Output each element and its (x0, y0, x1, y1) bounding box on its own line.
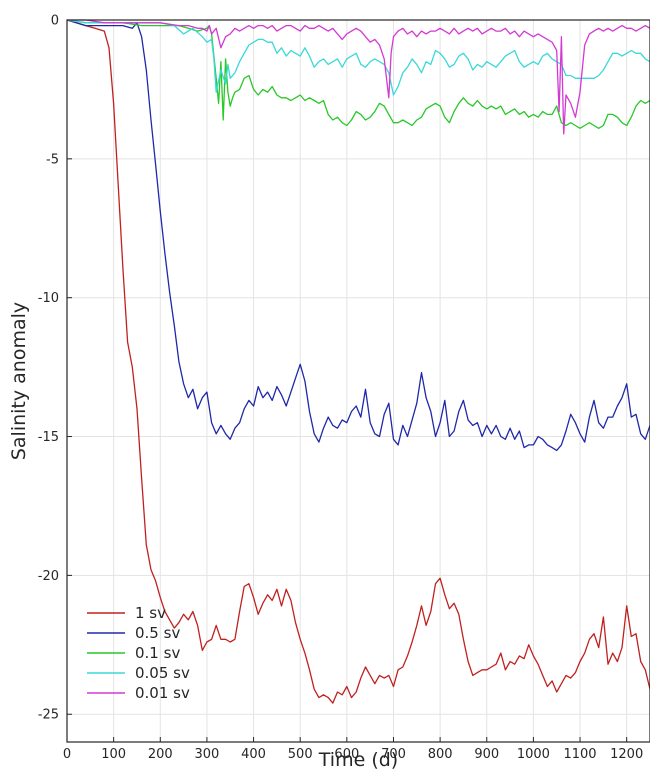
legend-label-0: 1 sv (135, 604, 166, 622)
x-tick-label: 700 (381, 747, 406, 762)
legend-label-4: 0.01 sv (135, 684, 190, 702)
x-tick-label: 200 (148, 747, 173, 762)
x-tick-label: 1200 (610, 747, 643, 762)
y-tick-label: -25 (38, 708, 59, 723)
series-line-1 (66, 19, 650, 452)
y-axis: 0 -5 -10 -15 -20 -25 (38, 14, 72, 723)
x-tick-label: 500 (288, 747, 313, 762)
series-layer (66, 19, 650, 704)
series-line-2 (66, 19, 650, 129)
x-tick-label: 900 (474, 747, 499, 762)
x-tick-label: 400 (241, 747, 266, 762)
x-tick-label: 600 (334, 747, 359, 762)
legend-label-2: 0.1 sv (135, 644, 180, 662)
x-tick-label: 100 (101, 747, 126, 762)
x-axis-label: Time (d) (318, 749, 398, 770)
legend-label-3: 0.05 sv (135, 664, 190, 682)
x-axis: 0 100 200 300 400 500 600 700 800 900 1000 1100 1200 (63, 737, 643, 762)
y-tick-label: -20 (38, 569, 59, 584)
legend-label-1: 0.5 sv (135, 624, 180, 642)
series-line-4 (67, 19, 650, 135)
series-line-3 (66, 19, 650, 96)
y-tick-label: 0 (51, 14, 59, 29)
y-tick-label: -10 (38, 291, 59, 306)
series-line-0 (66, 19, 650, 704)
x-tick-label: 0 (63, 747, 71, 762)
legend: 1 sv 0.5 sv 0.1 sv 0.05 sv 0.01 sv (87, 604, 190, 702)
x-tick-label: 1000 (517, 747, 550, 762)
y-tick-label: -15 (38, 430, 59, 445)
x-tick-label: 800 (428, 747, 453, 762)
x-tick-label: 300 (195, 747, 220, 762)
y-axis-label: Salinity anomaly (8, 302, 30, 460)
y-tick-label: -5 (46, 152, 59, 167)
x-tick-label: 1100 (563, 747, 596, 762)
axes-box (66, 19, 650, 743)
